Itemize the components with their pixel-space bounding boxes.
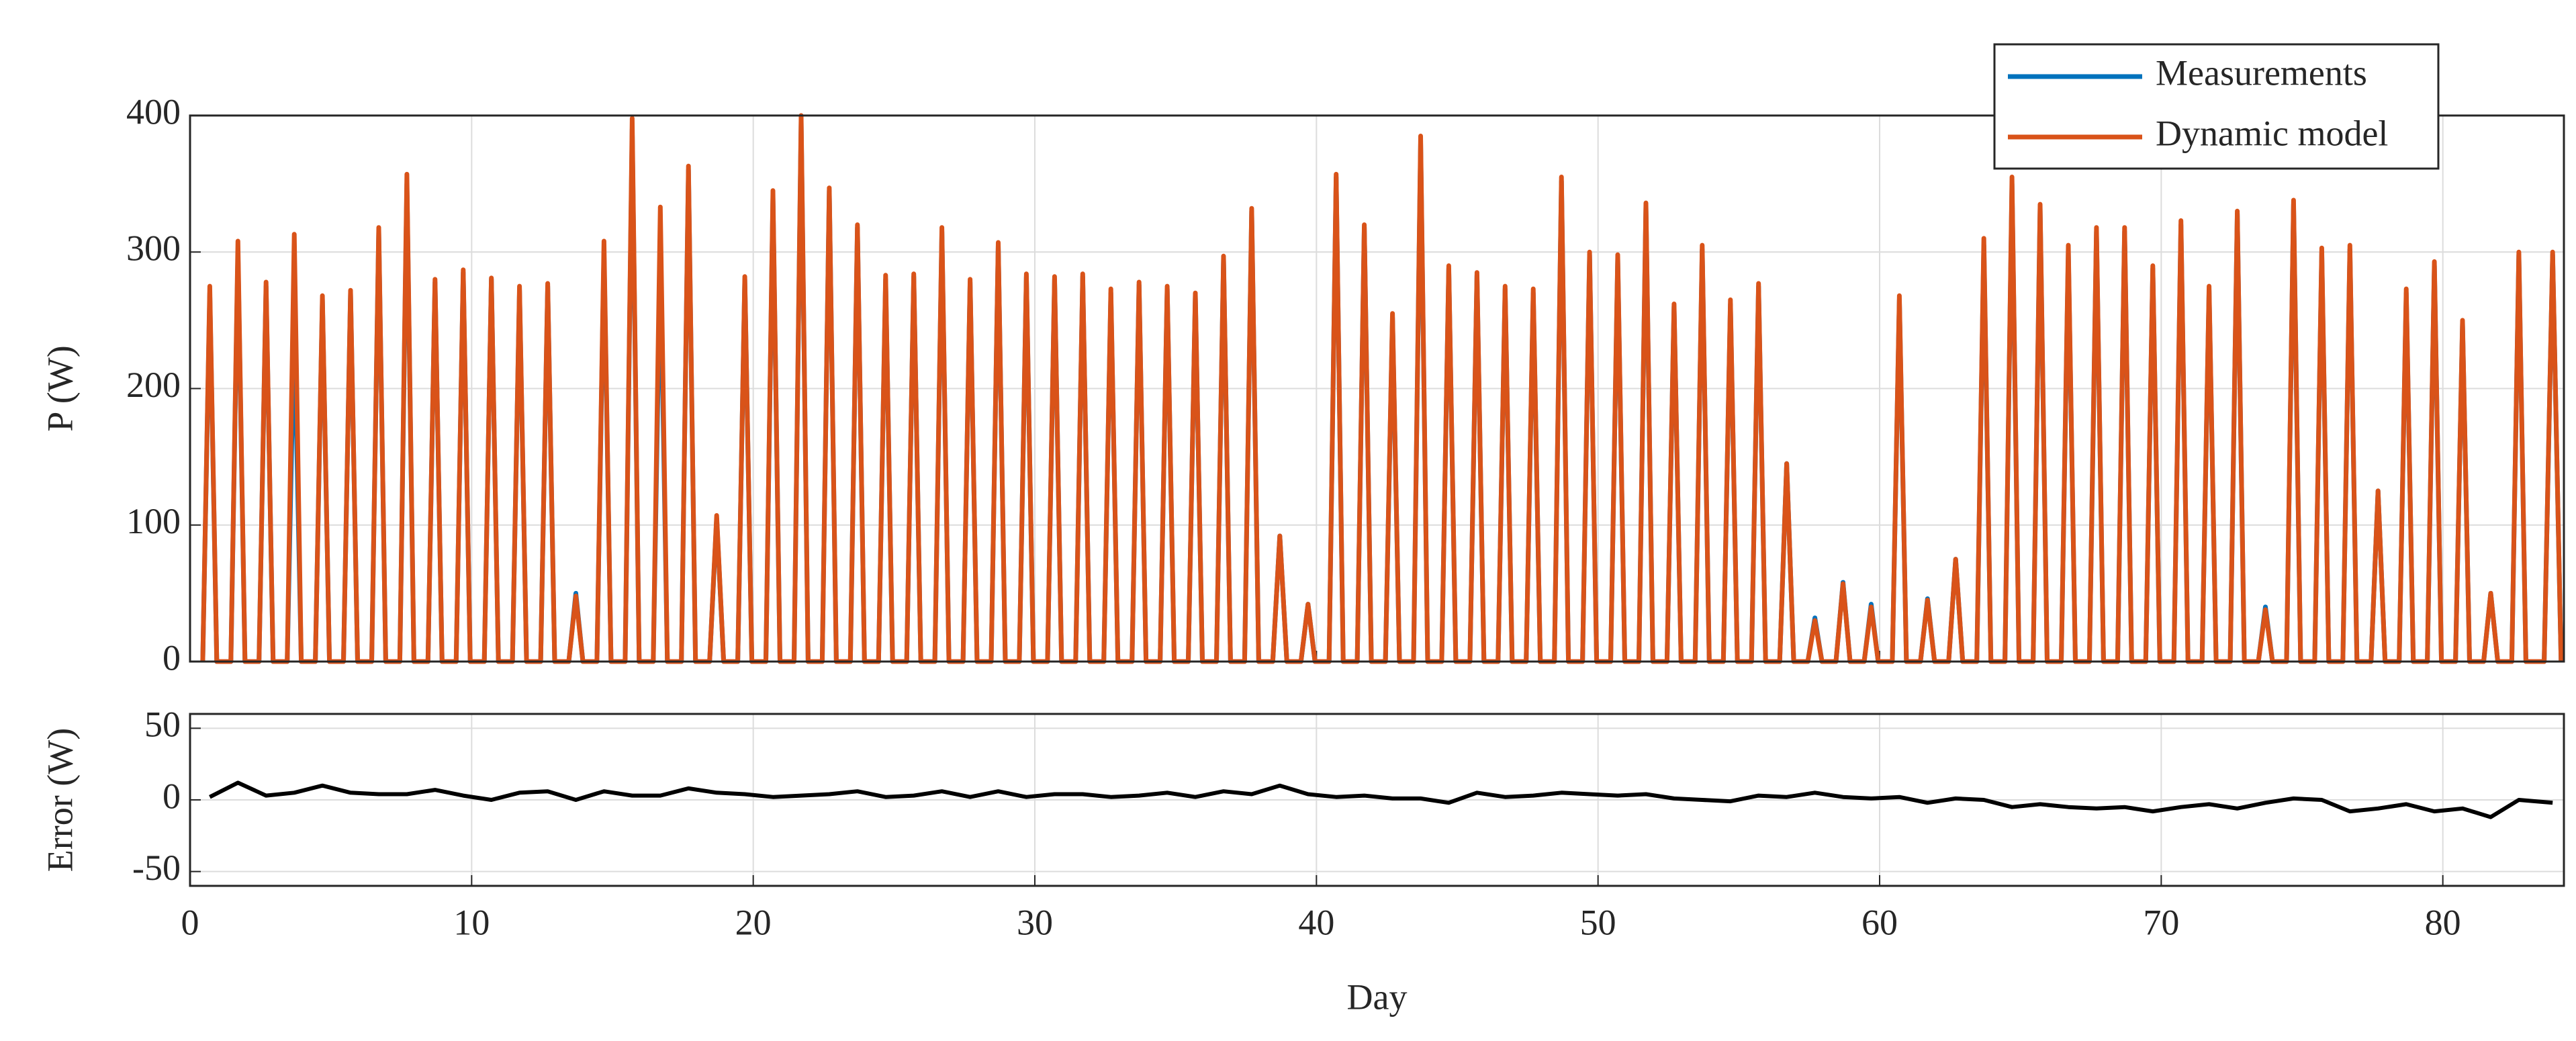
x-tick-label: 50 — [1580, 902, 1616, 942]
y-tick-label: 50 — [144, 705, 181, 745]
y-axis-label: P (W) — [40, 345, 80, 431]
axes-frame — [189, 114, 2565, 663]
x-tick-label: 40 — [1298, 902, 1334, 942]
legend-box — [1993, 43, 2440, 170]
y-tick-label: 200 — [126, 365, 181, 405]
x-tick-label: 70 — [2143, 902, 2179, 942]
legend-label: Dynamic model — [2156, 113, 2388, 153]
y-tick-label: 300 — [126, 228, 181, 269]
x-tick-label: 0 — [181, 902, 199, 942]
x-tick-label: 80 — [2425, 902, 2461, 942]
axes-frame — [189, 713, 2565, 887]
y-axis-label: Error (W) — [40, 728, 80, 872]
series-line — [209, 780, 2553, 819]
y-tick-label: 0 — [163, 776, 181, 816]
y-tick-label: 100 — [126, 501, 181, 541]
y-tick-label: 0 — [163, 637, 181, 678]
x-axis-label: Day — [1347, 977, 1408, 1017]
y-tick-label: 400 — [126, 91, 181, 132]
x-tick-label: 10 — [453, 902, 490, 942]
legend-label: Measurements — [2156, 52, 2367, 93]
x-tick-label: 20 — [735, 902, 772, 942]
x-tick-label: 30 — [1017, 902, 1053, 942]
x-tick-label: 60 — [1861, 902, 1898, 942]
y-tick-label: -50 — [132, 848, 181, 888]
